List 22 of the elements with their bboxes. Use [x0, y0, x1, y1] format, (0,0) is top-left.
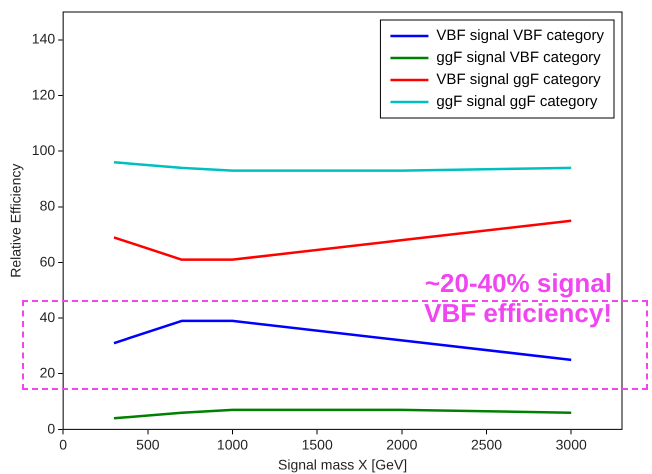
y-tick-label: 20 [40, 364, 56, 381]
y-tick-label: 80 [40, 198, 56, 214]
x-tick-label: 500 [136, 436, 160, 453]
x-tick-label: 2500 [470, 436, 502, 453]
legend-label: ggF signal VBF category [436, 49, 602, 66]
x-tick-label: 1000 [216, 436, 248, 453]
x-tick-label: 1500 [302, 436, 333, 453]
legend-label: ggF signal ggF category [436, 93, 598, 110]
y-tick-label: 120 [32, 86, 56, 102]
x-tick-label: 3000 [556, 436, 587, 453]
y-tick-label: 140 [32, 30, 56, 47]
x-tick-label: 2000 [386, 436, 418, 453]
y-axis-title: Relative Efficiency [7, 164, 24, 278]
x-axis-title: Signal mass X [GeV] [278, 456, 408, 472]
y-tick-label: 100 [32, 142, 56, 158]
y-tick-label: 0 [47, 420, 56, 436]
legend-label: VBF signal VBF category [436, 27, 604, 44]
x-tick-label: 0 [59, 436, 68, 453]
annotation: ~20-40% signal VBF efficiency! [423, 268, 612, 328]
y-tick-label: 60 [40, 253, 56, 270]
y-tick-label: 40 [40, 308, 56, 325]
legend-label: VBF signal ggF category [436, 71, 602, 88]
